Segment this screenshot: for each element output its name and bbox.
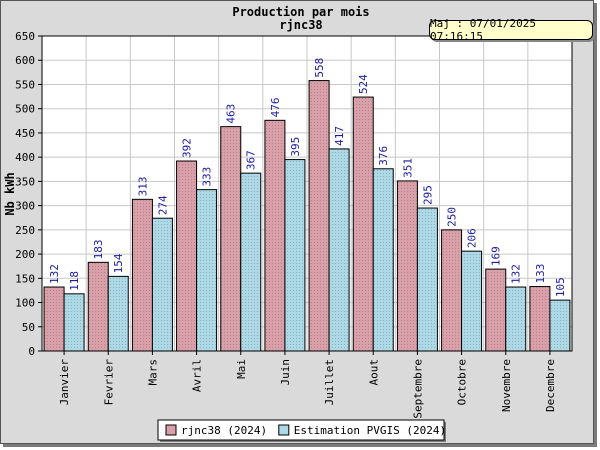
y-tick-label: 250 — [15, 224, 35, 237]
bar-texture — [373, 168, 394, 351]
y-tick-label: 350 — [15, 175, 35, 188]
data-label: 105 — [554, 277, 567, 297]
chart-subtitle: rjnc38 — [279, 18, 322, 32]
bar-texture — [353, 97, 374, 351]
plot-area: 0 50 100 150 200 250 300 350 400 450 500 550 600 650 1… — [15, 30, 573, 419]
bar-texture — [329, 148, 350, 351]
x-tick-label: Juillet — [323, 359, 336, 405]
data-label: 132 — [48, 264, 61, 284]
legend-box — [157, 419, 445, 441]
data-label: 169 — [490, 246, 503, 266]
y-tick-label: 400 — [15, 151, 35, 164]
y-tick-label: 200 — [15, 248, 35, 261]
x-tick-label: Octobre — [456, 359, 469, 405]
update-timestamp-text: Maj : 07/01/2025 07:16:15 — [430, 17, 536, 43]
y-tick-label: 600 — [15, 54, 35, 67]
legend-swatch — [278, 424, 290, 436]
data-label: 367 — [245, 150, 258, 170]
bar-texture — [152, 218, 173, 351]
chart-legend: rjnc38 (2024) Estimation PVGIS (2024) — [157, 419, 446, 442]
legend-entry: rjnc38 (2024) — [181, 424, 267, 437]
bar-texture — [176, 161, 197, 351]
data-label: 376 — [377, 146, 390, 166]
data-label: 183 — [92, 239, 105, 259]
x-tick-label: Decembre — [544, 359, 557, 412]
data-label: 206 — [466, 228, 479, 248]
bar-texture — [505, 287, 526, 351]
bar-texture — [88, 262, 109, 351]
data-label: 313 — [136, 176, 149, 196]
bar-texture — [397, 180, 418, 351]
data-label: 476 — [269, 97, 282, 117]
bar-texture — [529, 286, 550, 351]
data-label: 250 — [446, 207, 459, 227]
y-tick-label: 0 — [28, 345, 35, 358]
y-tick-label: 300 — [15, 200, 35, 213]
bar-texture — [196, 189, 217, 351]
bar-texture — [309, 80, 330, 351]
legend-entry: Estimation PVGIS (2024) — [294, 424, 446, 437]
chart-frame: Production par mois rjnc38 Nb kWh 0 50 100… — [0, 0, 594, 444]
data-label: 132 — [510, 264, 523, 284]
x-tick-label: Avril — [191, 359, 204, 392]
y-tick-label: 150 — [15, 272, 35, 285]
bar-texture — [240, 173, 261, 351]
data-label: 392 — [181, 138, 194, 158]
data-label: 333 — [201, 167, 214, 187]
data-label: 524 — [357, 74, 370, 94]
data-label: 395 — [289, 137, 302, 157]
bar-texture — [284, 159, 305, 351]
y-tick-label: 50 — [22, 321, 35, 334]
bar-texture — [44, 287, 65, 351]
x-tick-label: Juin — [279, 359, 292, 386]
bar-chart: Production par mois rjnc38 Nb kWh 0 50 100… — [3, 5, 573, 442]
bar-texture — [441, 229, 462, 351]
bar-texture — [264, 120, 285, 351]
x-tick-label: Mai — [235, 359, 248, 379]
y-tick-label: 650 — [15, 30, 35, 43]
data-label: 118 — [68, 271, 81, 291]
x-tick-label: Janvier — [58, 359, 71, 406]
bar-texture — [417, 208, 438, 351]
bar-texture — [220, 126, 241, 351]
x-tick-label: Aout — [367, 359, 380, 386]
y-tick-label: 500 — [15, 103, 35, 116]
data-label: 133 — [534, 264, 547, 284]
data-label: 295 — [421, 185, 434, 205]
bar-texture — [485, 269, 506, 351]
y-axis-label: Nb kWh — [3, 172, 17, 215]
data-label: 154 — [112, 253, 125, 273]
data-label: 558 — [313, 58, 326, 78]
plot-border — [41, 35, 573, 352]
data-label: 417 — [333, 126, 346, 146]
bar-texture — [461, 251, 482, 351]
y-tick-label: 100 — [15, 297, 35, 310]
x-tick-label: Fevrier — [102, 359, 115, 406]
bar-texture — [549, 300, 570, 351]
data-label: 463 — [225, 104, 238, 124]
legend-swatch — [165, 424, 177, 436]
y-tick-label: 450 — [15, 127, 35, 140]
update-timestamp-badge: Maj : 07/01/2025 07:16:15 — [429, 17, 593, 43]
x-tick-label: Mars — [146, 359, 159, 386]
chart-title: Production par mois — [232, 5, 369, 19]
x-tick-label: Novembre — [500, 359, 513, 412]
bar-texture — [108, 276, 129, 351]
y-tick-label: 550 — [15, 78, 35, 91]
data-label: 274 — [156, 195, 169, 215]
data-label: 351 — [401, 158, 414, 178]
bar-texture — [132, 199, 153, 351]
x-tick-label: Septembre — [411, 359, 424, 419]
bar-texture — [64, 293, 85, 351]
